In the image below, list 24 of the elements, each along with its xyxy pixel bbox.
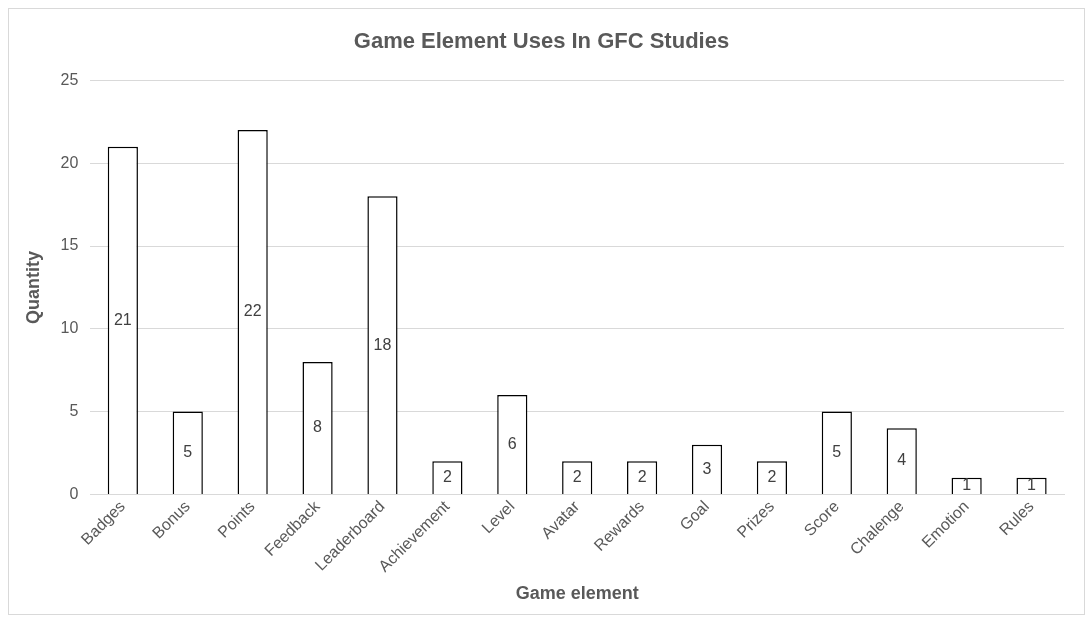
data-label: 2	[442, 468, 452, 486]
data-label: 5	[832, 443, 842, 461]
data-label: 4	[897, 451, 907, 469]
data-label: 21	[113, 310, 132, 328]
data-label: 1	[1027, 476, 1037, 494]
chart-title: Game Element Uses In GFC Studies	[353, 28, 730, 54]
data-label: 22	[243, 302, 262, 320]
y-axis-title: Quantity	[22, 250, 43, 324]
data-label: 2	[637, 468, 647, 486]
data-label: 1	[962, 476, 972, 494]
data-label: 8	[313, 418, 323, 436]
data-label: 6	[507, 434, 517, 452]
y-tick-label: 20	[60, 153, 79, 171]
data-label: 18	[373, 335, 392, 353]
y-tick-label: 15	[60, 236, 79, 254]
y-tick-label: 25	[60, 70, 79, 88]
y-tick-label: 5	[69, 402, 79, 420]
y-tick-label: 10	[60, 319, 79, 337]
data-label: 2	[767, 468, 777, 486]
x-axis-title: Game element	[515, 583, 639, 604]
data-label: 5	[183, 443, 193, 461]
data-label: 3	[702, 459, 712, 477]
y-tick-label: 0	[69, 484, 79, 502]
data-label: 2	[572, 468, 582, 486]
